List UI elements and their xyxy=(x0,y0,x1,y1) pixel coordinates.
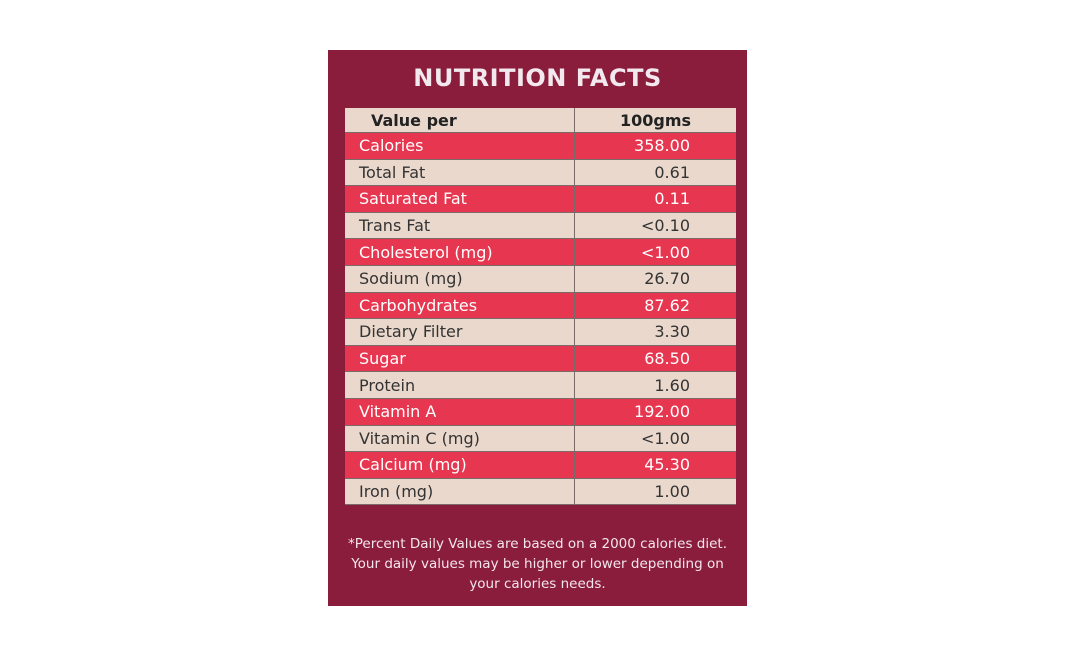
nutrient-name: Carbohydrates xyxy=(345,292,575,319)
nutrient-name: Saturated Fat xyxy=(345,186,575,212)
nutrient-name: Protein xyxy=(345,372,575,398)
nutrient-value: 3.30 xyxy=(654,322,690,342)
nutrient-name: Calories xyxy=(345,133,575,159)
nutrient-name: Vitamin A xyxy=(345,398,575,425)
column-header: 100gms xyxy=(619,110,692,130)
nutrient-value: 87.62 xyxy=(644,295,690,315)
nutrient-value: 0.61 xyxy=(654,162,690,182)
nutrient-value: <1.00 xyxy=(640,428,690,448)
nutrient-name: Trans Fat xyxy=(345,212,575,239)
table-row: Iron (mg) 1.00 xyxy=(345,478,736,506)
nutrition-table: Value per 100gms Calories 358.00 Total Fat… xyxy=(345,108,736,506)
column-header: Value per xyxy=(345,108,575,132)
nutrient-name: Vitamin C (mg) xyxy=(345,425,575,452)
nutrient-name: Calcium (mg) xyxy=(345,452,575,478)
nutrient-name: Total Fat xyxy=(345,159,575,186)
nutrient-value: <1.00 xyxy=(640,242,690,262)
nutrition-panel: NUTRITION FACTS Value per 100gms Calorie… xyxy=(328,50,747,606)
table-row: Calcium (mg) 45.30 xyxy=(345,452,736,479)
nutrient-name: Iron (mg) xyxy=(345,478,575,505)
nutrient-value: <0.10 xyxy=(640,216,690,236)
table-header: Value per 100gms xyxy=(345,108,736,133)
nutrient-value: 192.00 xyxy=(634,402,690,422)
table-row: Protein 1.60 xyxy=(345,372,736,399)
table-row: Saturated Fat 0.11 xyxy=(345,186,736,213)
footnote-line: *Percent Daily Values are based on a 200… xyxy=(347,536,727,552)
table-row: Dietary Filter 3.30 xyxy=(345,319,736,346)
table-row: Cholesterol (mg) <1.00 xyxy=(345,239,736,266)
nutrient-name: Dietary Filter xyxy=(345,319,575,345)
title: NUTRITION FACTS xyxy=(413,64,662,92)
table-row: Trans Fat <0.10 xyxy=(345,212,736,240)
footnote-line: Your daily values may be higher or lower… xyxy=(351,556,724,572)
nutrient-value: 358.00 xyxy=(634,136,690,156)
footnote-line: your calories needs. xyxy=(469,576,606,592)
table-row: Calories 358.00 xyxy=(345,133,736,160)
nutrient-value: 0.11 xyxy=(654,189,690,209)
table-row: Carbohydrates 87.62 xyxy=(345,292,736,320)
nutrient-value: 68.50 xyxy=(644,349,690,369)
nutrient-name: Sugar xyxy=(345,345,575,372)
table-row: Vitamin C (mg) <1.00 xyxy=(345,425,736,453)
nutrient-value: 1.00 xyxy=(654,482,690,502)
footnote: *Percent Daily Values are based on a 200… xyxy=(328,534,747,594)
nutrient-value: 45.30 xyxy=(644,455,690,475)
table-row: Vitamin A 192.00 xyxy=(345,398,736,426)
nutrient-value: 1.60 xyxy=(654,375,690,395)
nutrient-name: Sodium (mg) xyxy=(345,265,575,292)
table-row: Total Fat 0.61 xyxy=(345,159,736,187)
nutrient-name: Cholesterol (mg) xyxy=(345,239,575,265)
table-row: Sugar 68.50 xyxy=(345,345,736,373)
table-row: Sodium (mg) 26.70 xyxy=(345,265,736,293)
nutrient-value: 26.70 xyxy=(644,269,690,289)
